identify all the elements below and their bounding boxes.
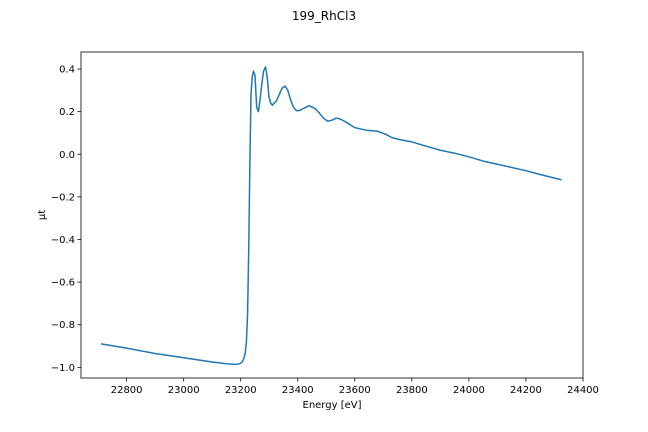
x-axis-ticks: 22800 23000 23200 23400 23600 23800 24000 24200… (111, 378, 599, 396)
y-tick-label: 0.0 (59, 150, 75, 161)
y-tick-label: 0.4 (59, 65, 75, 76)
series-layer (100, 66, 562, 366)
y-tick-label: 0.2 (59, 107, 75, 118)
y-axis-ticks: −1.0 −0.8 −0.6 −0.4 −0.2 0.0 0.2 0.4 (51, 65, 81, 374)
x-tick-label: 23800 (396, 385, 428, 396)
series-line-0 (100, 66, 562, 366)
x-axis-label: Energy [eV] (303, 400, 362, 411)
x-tick-label: 24400 (567, 385, 599, 396)
y-axis-label: μt (37, 210, 48, 220)
x-tick-label: 23600 (339, 385, 371, 396)
x-tick-label: 24000 (453, 385, 485, 396)
y-tick-label: −0.8 (51, 320, 75, 331)
x-tick-label: 22800 (111, 385, 143, 396)
plot-area-frame (80, 51, 584, 379)
y-tick-label: −0.4 (51, 235, 75, 246)
x-tick-label: 23400 (282, 385, 314, 396)
y-tick-label: −1.0 (51, 363, 75, 374)
x-tick-label: 23200 (225, 385, 257, 396)
x-tick-label: 23000 (168, 385, 200, 396)
y-tick-label: −0.2 (51, 192, 75, 203)
x-tick-label: 24200 (510, 385, 542, 396)
y-tick-label: −0.6 (51, 278, 75, 289)
chart-title: 199_RhCl3 (292, 9, 356, 23)
